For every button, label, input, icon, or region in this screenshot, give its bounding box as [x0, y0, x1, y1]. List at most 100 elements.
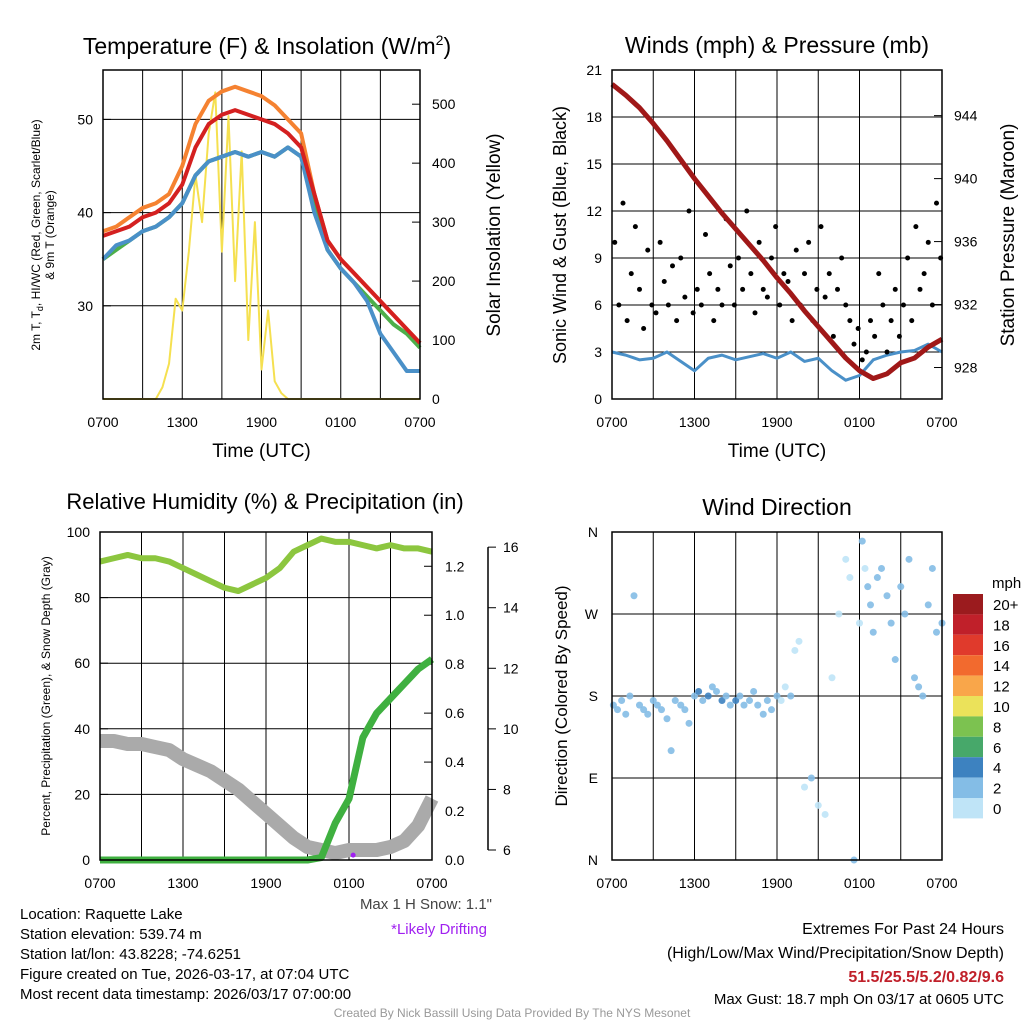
x-axis-label: Time (UTC) [728, 441, 827, 462]
gust-point [628, 271, 634, 277]
figure-created: Figure created on Tue, 2026-03-17, at 07… [20, 966, 350, 983]
gust-point [855, 326, 861, 331]
direction-point [856, 619, 863, 627]
drift-marker [350, 852, 356, 858]
x-tick-label: 1300 [679, 875, 710, 891]
x-tick-label: 0700 [87, 414, 118, 430]
x-tick-label: 0100 [844, 414, 875, 430]
gust-point [612, 239, 618, 245]
x-tick-label: 0700 [596, 414, 627, 430]
precip-tick-label: 0.0 [445, 852, 465, 868]
snow-tick-label: 8 [503, 781, 511, 797]
direction-point [869, 628, 877, 636]
x-tick-label: 1300 [167, 875, 198, 891]
insolation-ylabel: Solar Insolation (Yellow) [484, 133, 505, 336]
direction-point [704, 692, 712, 700]
direction-point [887, 619, 895, 627]
plot-border [102, 69, 421, 400]
chart-title: Wind Direction [702, 494, 852, 520]
insolation-y-tick-label: 0 [432, 391, 440, 407]
direction-point [928, 564, 936, 572]
direction-point [901, 610, 909, 618]
direction-point [618, 697, 626, 705]
gust-point [727, 263, 733, 269]
gust-point [925, 239, 931, 245]
direction-point [626, 692, 634, 700]
insolation-y-tick-label: 200 [432, 273, 456, 289]
gust-point [905, 255, 911, 261]
precip-tick-label: 1.2 [445, 558, 465, 574]
gust-point [711, 318, 717, 324]
direction-tick-label: W [585, 606, 599, 622]
direction-point [787, 692, 795, 700]
direction-point [883, 592, 891, 600]
direction-point [821, 810, 829, 818]
wind-speed-line [611, 342, 943, 382]
gust-point [637, 286, 642, 292]
legend-swatch [953, 675, 983, 696]
gust-point [781, 271, 787, 277]
snow-tick-label: 16 [503, 539, 519, 555]
rh-y-tick-label: 60 [74, 655, 90, 671]
gust-point [665, 302, 671, 308]
x-tick-label: 0700 [404, 414, 435, 430]
extremes-values: 51.5/25.5/5.2/0.82/9.6 [848, 969, 1004, 986]
gust-point [822, 294, 828, 300]
snow-tick-label: 12 [503, 660, 519, 676]
temp-ylabel-line2: & 9m T (Orange) [43, 190, 57, 280]
direction-point [630, 592, 638, 600]
gust-point [785, 279, 791, 284]
gust-point [645, 247, 651, 253]
gust-point [909, 318, 915, 324]
temp-y-tick-label: 40 [77, 205, 93, 221]
gust-point [682, 294, 688, 300]
rh-title: Relative Humidity (%) & Precipitation (i… [66, 489, 463, 514]
extremes-box: Extremes For Past 24 Hours (High/Low/Max… [667, 918, 1004, 1010]
gust-point [847, 318, 853, 324]
direction-point [713, 687, 720, 695]
insolation-line [103, 91, 420, 400]
legend-label: 4 [993, 760, 1001, 777]
direction-point [759, 710, 767, 718]
gust-point [632, 224, 638, 230]
direction-point [653, 701, 661, 709]
direction-point [777, 697, 785, 705]
direction-point [726, 701, 734, 709]
direction-point [663, 715, 671, 723]
direction-point [750, 687, 758, 695]
direction-point [649, 697, 657, 705]
direction-point [846, 574, 854, 582]
snow-tick-label: 10 [503, 721, 519, 737]
temp-title: Temperature (F) & Insolation (W/m2) [83, 32, 451, 59]
precip-tick-label: 0.4 [445, 754, 465, 770]
plot-border [611, 531, 943, 861]
gust-point [670, 263, 675, 269]
direction-tick-label: S [589, 688, 598, 704]
gust-point [764, 294, 770, 300]
snow-tick-label: 14 [503, 600, 519, 616]
insolation-y-tick-label: 300 [432, 214, 456, 230]
legend-label: 16 [993, 638, 1010, 655]
direction-point [768, 706, 775, 714]
direction-point [754, 701, 762, 709]
series-line-hi-wc [101, 145, 420, 374]
gust-point [888, 318, 894, 324]
gust-point [884, 349, 890, 355]
x-tick-label: 0100 [325, 414, 356, 430]
gust-point [756, 239, 762, 245]
insolation-y-tick-label: 400 [432, 155, 456, 171]
gust-point [876, 271, 882, 277]
direction-point [691, 692, 698, 700]
direction-point [867, 601, 874, 609]
gust-point [703, 232, 708, 237]
rh-y-tick-label: 40 [74, 721, 90, 737]
direction-point [622, 710, 630, 718]
gust-point [843, 302, 849, 308]
insolation-y-tick-label: 100 [432, 332, 456, 348]
direction-tick-label: N [588, 852, 598, 868]
legend-swatch [953, 716, 983, 737]
temp-ylabel: 2m T, Td, HI/WC (Red, Green, Scarlet/Blu… [29, 119, 45, 350]
wind-y-tick-label: 6 [594, 297, 602, 313]
x-tick-label: 1900 [761, 875, 792, 891]
